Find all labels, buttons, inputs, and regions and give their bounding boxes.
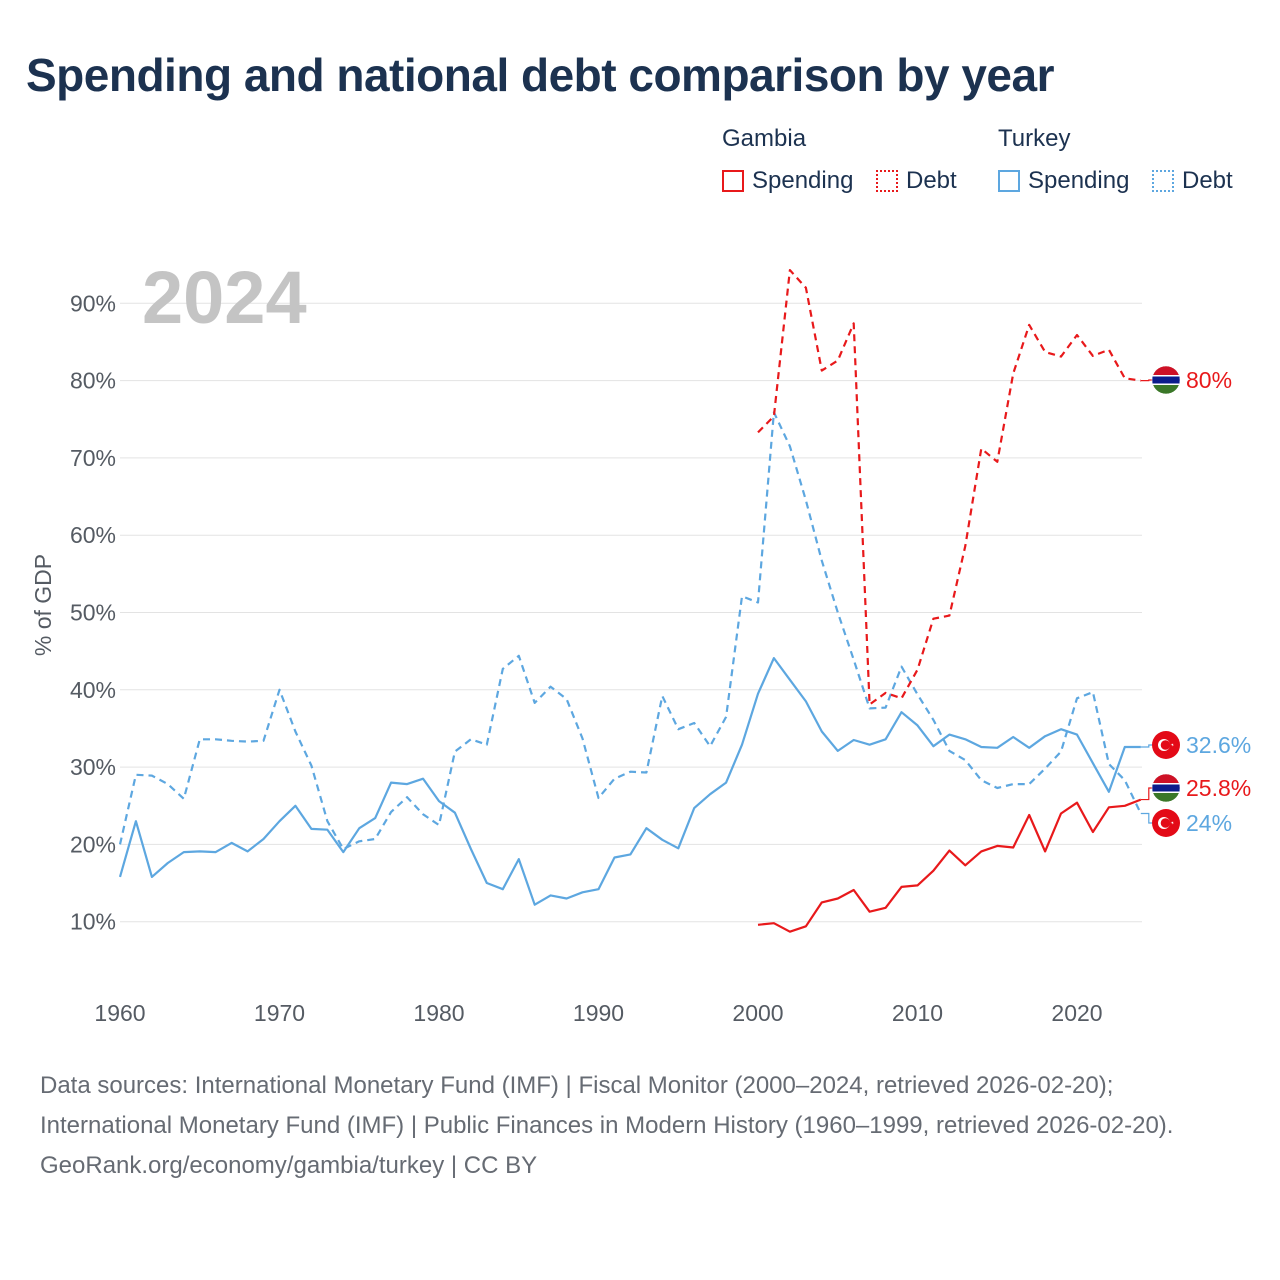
year-watermark: 2024 [142,256,307,339]
solid-swatch-icon [998,170,1020,192]
legend-gambia-debt[interactable]: Debt [876,167,957,195]
flag-star [1170,821,1174,825]
x-tick-label: 2020 [1051,1000,1102,1026]
dotted-swatch-icon [1152,170,1174,192]
turkey-flag-icon [1152,731,1180,759]
y-tick-label: 40% [70,677,116,703]
flag-crescent-inner [1160,740,1171,750]
gambia-flag-icon [1151,365,1181,395]
y-tick-label: 20% [70,831,116,857]
credit-line[interactable]: GeoRank.org/economy/gambia/turkey | CC B… [40,1152,538,1179]
end-value-label: 80% [1186,367,1232,393]
end-value-label: 32.6% [1186,732,1251,758]
legend-label: Debt [906,167,957,194]
legend-turkey-spending[interactable]: Spending [998,167,1129,195]
marker-connector [1140,744,1152,748]
gridlines [120,302,1142,923]
turkey-debt-line [118,411,1142,851]
y-tick-label: 30% [70,754,116,780]
legend-label: Spending [752,167,854,194]
flag-rim [1151,365,1181,395]
gambia-spending-line [757,798,1142,933]
footer: Data sources: International Monetary Fun… [40,1066,1240,1186]
gambia-debt-line [757,269,1141,706]
y-tick-label: 90% [70,290,116,316]
turkey-flag-icon [1152,809,1180,837]
dotted-swatch-icon [876,170,898,192]
y-axis: 10% 20% 30% 40% 50% 60% 70% 80% 90% [70,290,116,934]
turkey-spending-line [118,656,1141,906]
legend-label: Debt [1182,167,1233,194]
data-sources: Data sources: International Monetary Fun… [40,1072,1174,1139]
gambia-flag-icon [1151,773,1181,803]
y-tick-label: 60% [70,522,116,548]
chart-title: Spending and national debt comparison by… [26,49,1055,101]
x-axis: 1960 1970 1980 1990 2000 2010 2020 [94,1000,1102,1026]
solid-swatch-icon [722,170,744,192]
x-tick-label: 1990 [573,1000,624,1026]
legend-group-turkey: Turkey [998,125,1071,152]
x-tick-label: 1970 [254,1000,305,1026]
legend-gambia-spending[interactable]: Spending [722,167,853,195]
y-tick-label: 10% [70,909,116,935]
legend-label: Spending [1028,167,1130,194]
y-tick-label: 70% [70,445,116,471]
end-value-label: 25.8% [1186,775,1251,801]
end-value-label: 24% [1186,810,1232,836]
y-tick-label: 50% [70,600,116,626]
series [118,269,1142,933]
x-tick-label: 1980 [413,1000,464,1026]
legend-turkey-debt[interactable]: Debt [1152,167,1233,195]
y-axis-label: % of GDP [30,554,56,656]
x-tick-label: 2000 [732,1000,783,1026]
flag-blue [1152,784,1180,792]
marker-connector [1140,812,1152,824]
legend-group-gambia: Gambia [722,125,807,152]
flag-rim [1151,773,1181,803]
marker-connector [1140,379,1152,382]
x-tick-label: 1960 [94,1000,145,1026]
y-tick-label: 80% [70,368,116,394]
flag-star [1170,743,1174,747]
end-markers: 80% 32.6% 25.8% 24% [1140,365,1251,837]
flag-crescent-inner [1160,818,1171,828]
flag-blue [1152,376,1180,384]
x-tick-label: 2010 [892,1000,943,1026]
marker-connector [1140,787,1152,801]
